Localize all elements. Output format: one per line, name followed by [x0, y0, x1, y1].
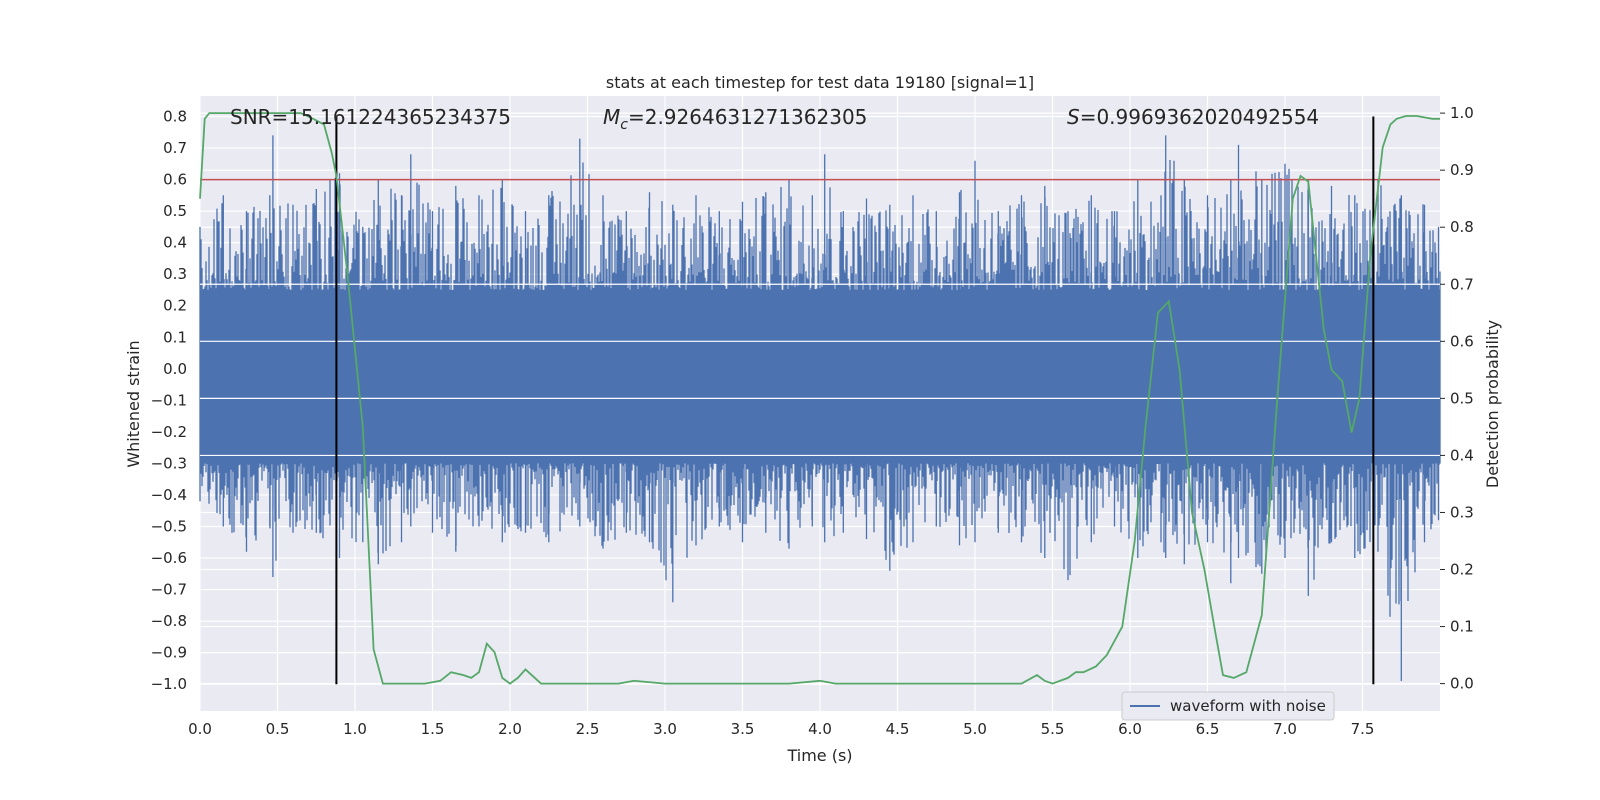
probability-series — [199, 112, 1440, 685]
x-axis-label: Time (s) — [786, 746, 852, 765]
x-tick-label: 4.5 — [886, 720, 910, 738]
y-tick-label: −0.8 — [151, 612, 187, 630]
y-tick-label: 0.2 — [163, 297, 187, 315]
y-right-tick-label: 0.6 — [1450, 332, 1474, 350]
x-tick-label: 5.0 — [963, 720, 987, 738]
y-tick-label: −0.6 — [151, 549, 187, 567]
x-tick-label: 1.0 — [343, 720, 367, 738]
y-right-tick-label: 0.8 — [1450, 218, 1474, 236]
legend-label: waveform with noise — [1170, 697, 1326, 715]
y-right-tick-labels: 1.0 0.9 0.8 0.7 0.6 0.5 0.4 0.3 0.2 0.1 0.0 — [1440, 104, 1474, 693]
mc-symbol: M — [603, 105, 620, 129]
chirp-mass-annotation: Mc=2.9264631271362305 — [603, 105, 867, 133]
x-tick-label: 6.5 — [1196, 720, 1220, 738]
y-right-tick-label: 0.7 — [1450, 275, 1474, 293]
y-right-tick-label: 0.5 — [1450, 389, 1474, 407]
x-tick-label: 6.0 — [1118, 720, 1142, 738]
y-tick-label: −0.9 — [151, 644, 187, 662]
y-tick-label: 0.1 — [163, 328, 187, 346]
mc-subscript: c — [620, 117, 628, 133]
y-right-tick-label: 0.9 — [1450, 161, 1474, 179]
y-tick-label: −0.2 — [151, 423, 187, 441]
x-tick-labels: 0.0 0.5 1.0 1.5 2.0 2.5 3.0 3.5 4.0 4.5 5.0 5.5 6.0 6… — [188, 720, 1374, 738]
y-tick-labels: 0.8 0.7 0.6 0.5 0.4 0.3 0.2 0.1 0.0 −0.1 −0.2 −0.3 −… — [151, 108, 187, 694]
s-annotation: S=0.9969362020492554 — [1067, 105, 1319, 129]
s-symbol: S — [1067, 105, 1080, 129]
y-right-tick-label: 0.1 — [1450, 618, 1474, 636]
snr-annotation: SNR=15.161224365234375 — [230, 105, 511, 129]
x-tick-label: 0.0 — [188, 720, 212, 738]
x-tick-label: 2.0 — [498, 720, 522, 738]
y-right-tick-label: 0.3 — [1450, 503, 1474, 521]
y-tick-label: 0.7 — [163, 139, 187, 157]
x-tick-label: 3.5 — [731, 720, 755, 738]
y-axis-label: Whitened strain — [124, 340, 143, 467]
y-right-tick-label: 0.4 — [1450, 446, 1474, 464]
y-tick-label: −0.3 — [151, 454, 187, 472]
x-tick-label: 7.5 — [1351, 720, 1375, 738]
detection-probability-line — [199, 112, 1440, 685]
y-tick-label: 0.0 — [163, 360, 187, 378]
y-tick-label: 0.5 — [163, 202, 187, 220]
x-tick-label: 5.5 — [1041, 720, 1065, 738]
y-tick-label: −1.0 — [151, 675, 187, 693]
x-tick-label: 0.5 — [266, 720, 290, 738]
y-tick-label: 0.4 — [163, 234, 187, 252]
y-tick-label: −0.5 — [151, 518, 187, 536]
y-axis-right-label: Detection probability — [1483, 320, 1502, 488]
chart-title: stats at each timestep for test data 191… — [606, 73, 1034, 92]
waveform-line — [199, 135, 1441, 681]
x-tick-label: 1.5 — [421, 720, 445, 738]
legend: waveform with noise — [1121, 691, 1335, 721]
y-tick-label: −0.7 — [151, 581, 187, 599]
y-right-tick-label: 0.2 — [1450, 561, 1474, 579]
y-right-tick-label: 0.0 — [1450, 675, 1474, 693]
x-tick-label: 4.0 — [808, 720, 832, 738]
x-tick-label: 3.0 — [653, 720, 677, 738]
x-tick-label: 7.0 — [1273, 720, 1297, 738]
y-tick-label: −0.1 — [151, 391, 187, 409]
x-tick-label: 2.5 — [576, 720, 600, 738]
y-tick-label: 0.8 — [163, 108, 187, 126]
overlay-lines — [200, 116, 1440, 685]
mc-value: =2.9264631271362305 — [628, 105, 867, 129]
y-tick-label: −0.4 — [151, 486, 187, 504]
legend-box — [1121, 691, 1335, 721]
y-tick-label: 0.3 — [163, 265, 187, 283]
s-value: =0.9969362020492554 — [1080, 105, 1319, 129]
y-tick-label: 0.6 — [163, 171, 187, 189]
y-right-tick-label: 1.0 — [1450, 104, 1474, 122]
waveform-series — [199, 135, 1441, 681]
